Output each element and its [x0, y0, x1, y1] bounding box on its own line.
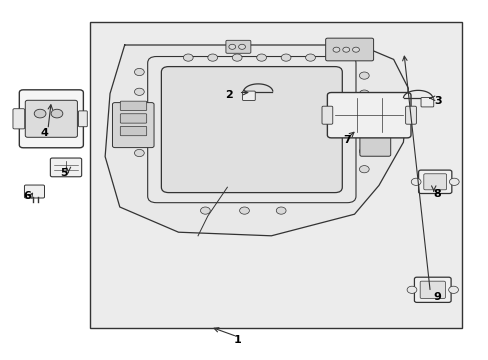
FancyBboxPatch shape [419, 281, 445, 298]
FancyBboxPatch shape [50, 158, 81, 177]
FancyBboxPatch shape [161, 67, 342, 193]
FancyBboxPatch shape [25, 100, 77, 137]
Text: 7: 7 [343, 135, 350, 145]
FancyBboxPatch shape [414, 277, 450, 302]
Circle shape [448, 286, 458, 293]
Circle shape [305, 54, 315, 61]
Text: 1: 1 [233, 335, 241, 345]
FancyBboxPatch shape [112, 103, 154, 148]
FancyBboxPatch shape [242, 91, 255, 100]
Circle shape [232, 54, 242, 61]
Circle shape [51, 109, 62, 118]
Circle shape [228, 44, 235, 49]
Circle shape [276, 207, 285, 214]
FancyBboxPatch shape [78, 111, 87, 127]
FancyBboxPatch shape [13, 109, 24, 129]
Text: 8: 8 [433, 189, 441, 199]
Circle shape [410, 178, 420, 185]
Text: 5: 5 [60, 168, 67, 178]
FancyBboxPatch shape [225, 40, 250, 53]
Circle shape [238, 44, 245, 49]
Circle shape [359, 148, 368, 155]
Circle shape [207, 54, 217, 61]
Circle shape [134, 149, 144, 157]
Circle shape [359, 108, 368, 115]
Circle shape [359, 90, 368, 97]
Circle shape [134, 68, 144, 76]
FancyBboxPatch shape [359, 126, 390, 156]
Text: 9: 9 [433, 292, 441, 302]
Circle shape [200, 207, 210, 214]
Circle shape [332, 47, 339, 52]
FancyBboxPatch shape [423, 174, 446, 190]
Circle shape [134, 108, 144, 115]
Text: 6: 6 [23, 191, 31, 201]
Circle shape [34, 109, 46, 118]
Circle shape [256, 54, 266, 61]
Text: 2: 2 [224, 90, 232, 100]
FancyBboxPatch shape [19, 90, 83, 148]
FancyBboxPatch shape [325, 38, 373, 61]
Circle shape [342, 47, 349, 52]
Circle shape [281, 54, 290, 61]
Circle shape [134, 88, 144, 95]
Circle shape [406, 286, 416, 293]
Text: 4: 4 [40, 128, 48, 138]
Circle shape [448, 178, 458, 185]
FancyBboxPatch shape [24, 185, 44, 198]
FancyBboxPatch shape [120, 101, 146, 111]
Circle shape [359, 128, 368, 135]
Polygon shape [105, 45, 407, 236]
FancyBboxPatch shape [420, 98, 433, 107]
Text: 3: 3 [433, 96, 441, 106]
Circle shape [239, 207, 249, 214]
Circle shape [183, 54, 193, 61]
Circle shape [359, 72, 368, 79]
Circle shape [134, 128, 144, 135]
FancyBboxPatch shape [418, 170, 451, 194]
FancyBboxPatch shape [120, 114, 146, 123]
Bar [90, 22, 461, 328]
FancyBboxPatch shape [321, 106, 332, 124]
FancyBboxPatch shape [405, 106, 416, 124]
Circle shape [359, 166, 368, 173]
FancyBboxPatch shape [327, 93, 410, 138]
FancyBboxPatch shape [120, 126, 146, 136]
Circle shape [352, 47, 359, 52]
